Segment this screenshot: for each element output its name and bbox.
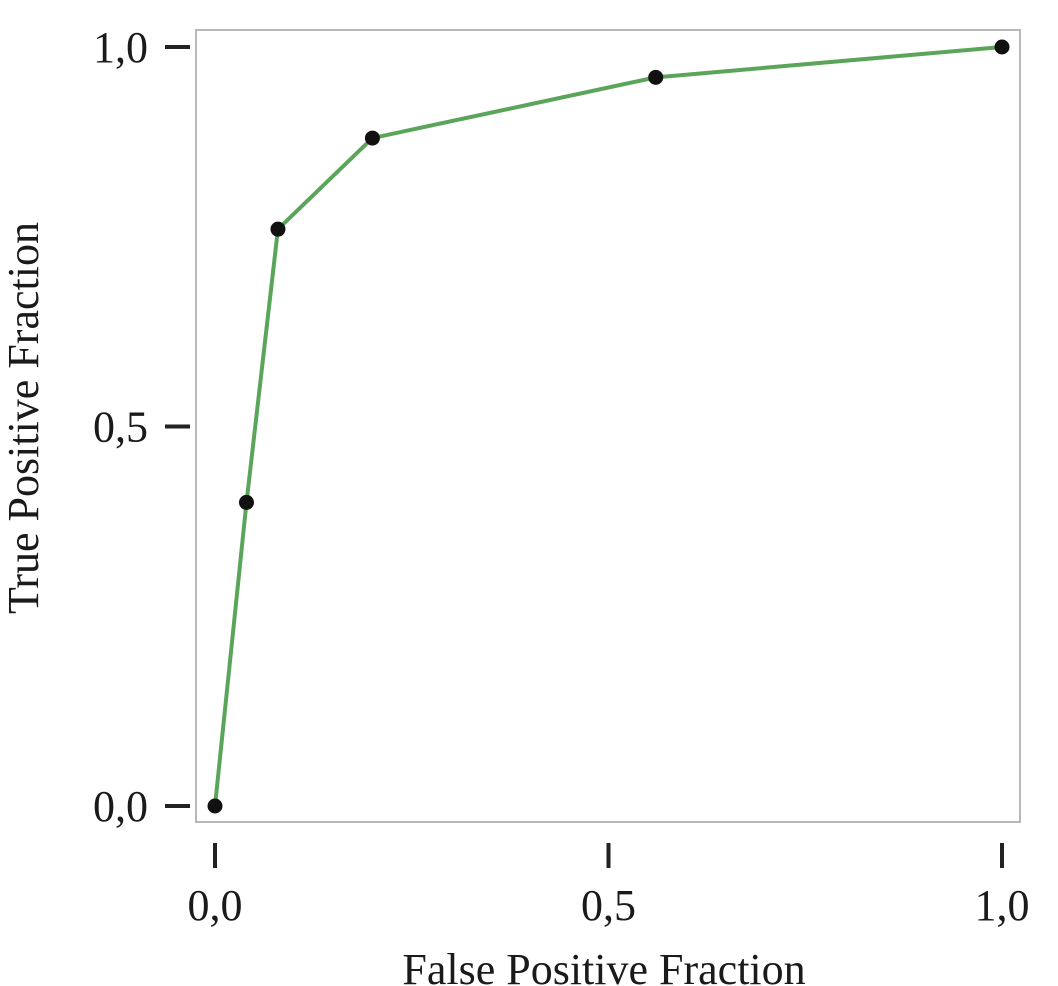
plot-frame [195,29,1021,823]
series-layer [207,39,1010,814]
y-tick-label: 0,0 [93,782,148,831]
x-tick-label: 0,0 [188,881,243,930]
y-tick-label: 1,0 [93,23,148,72]
data-point [994,39,1010,55]
data-point [648,69,664,85]
x-tick-label: 0,5 [581,881,636,930]
data-point [207,798,223,814]
x-tick-label: 1,0 [975,881,1030,930]
y-tick-label: 0,5 [93,403,148,452]
x-axis-ticks: 0,0 0,5 1,0 [188,843,1030,930]
x-axis-label: False Positive Fraction [402,945,805,986]
data-point [270,221,286,237]
y-axis-ticks: 0,0 0,5 1,0 [93,23,190,831]
data-point [238,494,254,510]
data-point [364,130,380,146]
y-axis-label: True Positive Fraction [0,222,48,614]
roc-curve-line [213,45,1003,807]
